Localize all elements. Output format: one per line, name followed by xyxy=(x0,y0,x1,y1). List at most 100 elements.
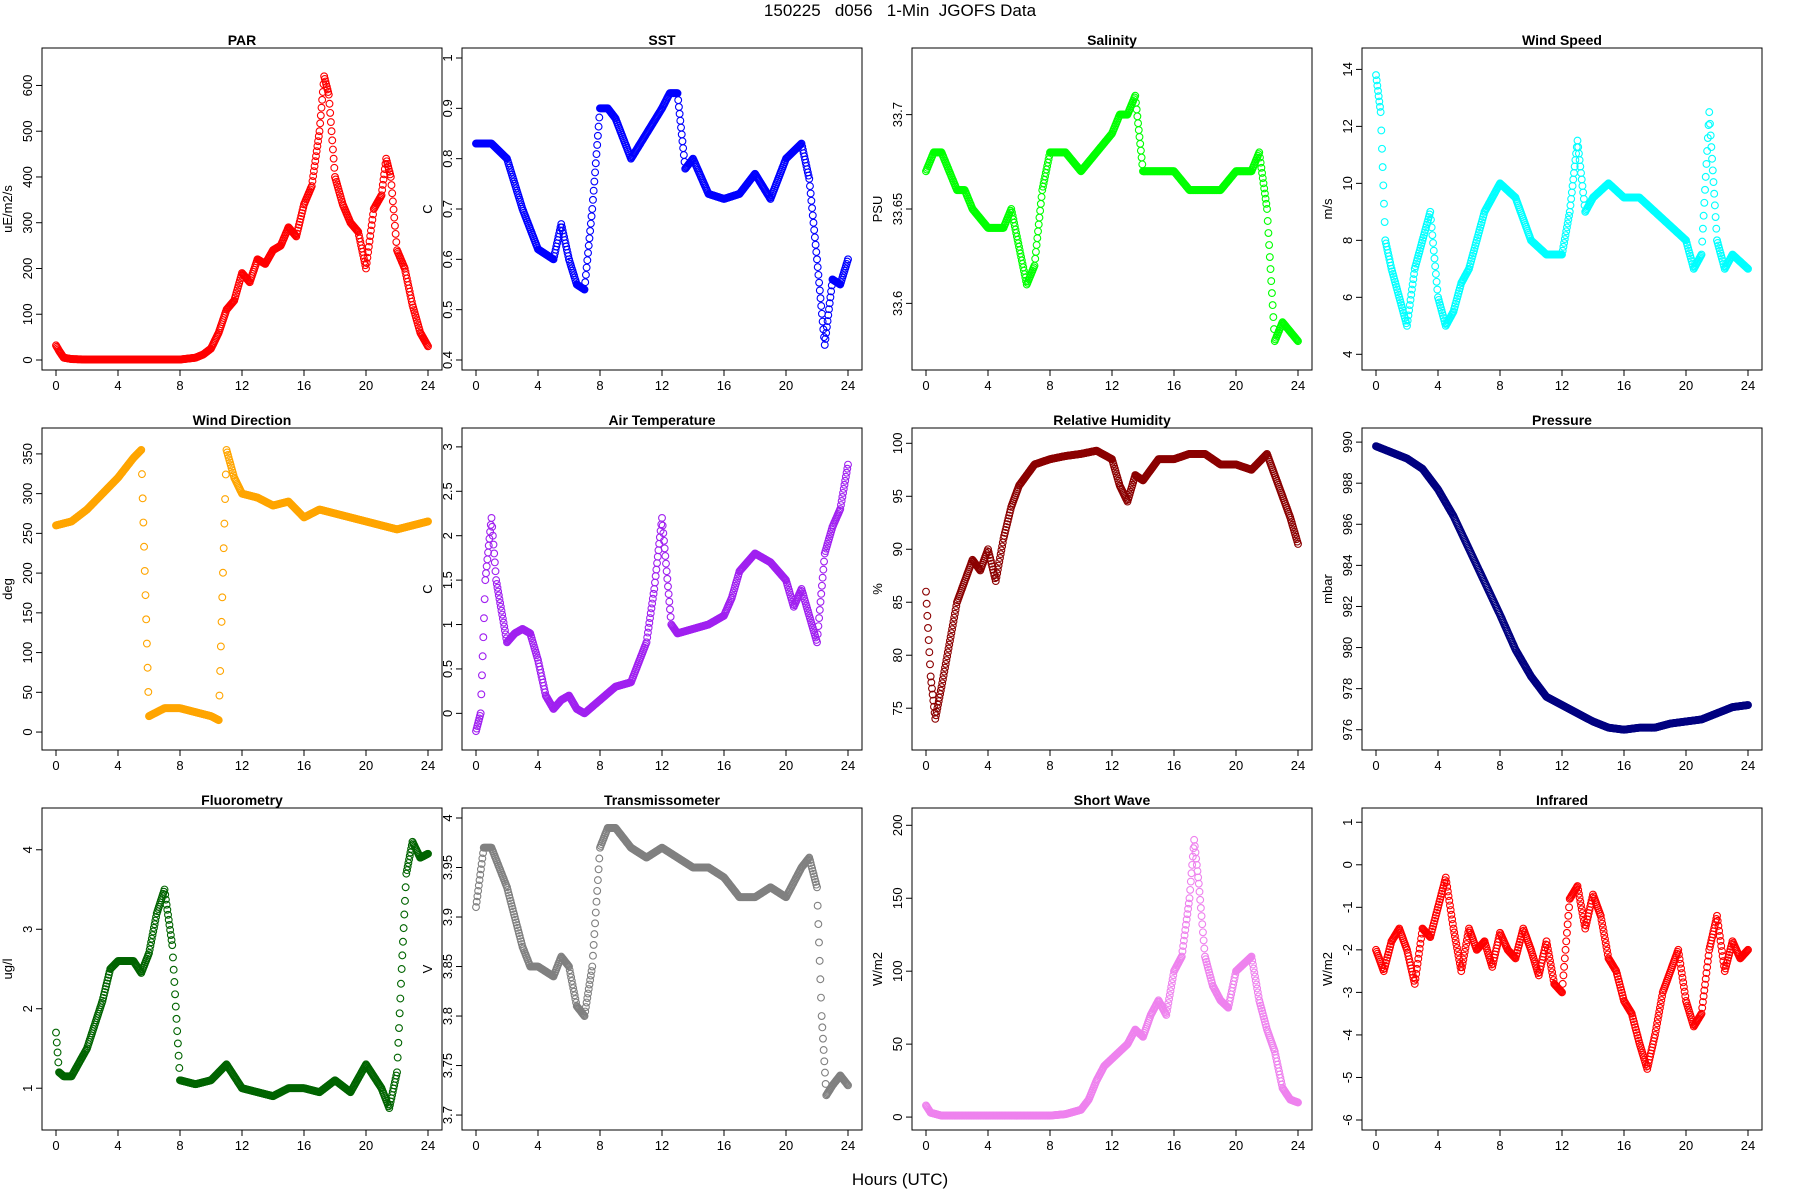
data-point xyxy=(424,342,432,351)
data-point xyxy=(329,154,338,163)
data-point xyxy=(1570,169,1578,177)
data-point xyxy=(1267,289,1276,298)
data-point xyxy=(1698,224,1707,233)
y-axis-label: m/s xyxy=(1320,198,1335,219)
data-point xyxy=(1265,253,1274,261)
x-tick-label: 8 xyxy=(176,758,183,773)
data-point xyxy=(1708,166,1717,175)
data-point xyxy=(1699,211,1708,220)
data-point xyxy=(491,567,500,576)
data-point xyxy=(591,159,600,168)
y-axis-label: mbar xyxy=(1320,574,1335,604)
data-point xyxy=(1433,285,1442,294)
data-point xyxy=(817,309,826,318)
data-point xyxy=(1036,199,1045,208)
data-point xyxy=(564,252,573,261)
data-point xyxy=(1431,262,1440,271)
data-point xyxy=(311,157,320,166)
data-point xyxy=(217,617,226,626)
data-point xyxy=(677,123,685,132)
data-point xyxy=(812,248,821,256)
data-point xyxy=(407,297,416,306)
data-point xyxy=(1408,280,1417,289)
data-point xyxy=(175,1064,184,1072)
y-tick-label: 600 xyxy=(20,75,35,97)
y-axis-label: C xyxy=(420,204,435,213)
data-point xyxy=(1700,198,1709,207)
data-point xyxy=(171,1002,180,1011)
y-tick-label: 2 xyxy=(20,1005,35,1012)
y-tick-label: 0.7 xyxy=(440,200,455,218)
data-point xyxy=(1698,237,1707,246)
data-point xyxy=(822,323,831,332)
series-points xyxy=(1372,71,1752,330)
data-point xyxy=(653,559,662,568)
data-point xyxy=(1137,153,1146,162)
data-point xyxy=(1138,160,1147,169)
data-point xyxy=(1261,194,1270,203)
y-tick-label: 1 xyxy=(440,54,455,61)
y-tick-label: 33.65 xyxy=(890,193,905,226)
y-axis-label: PSU xyxy=(870,196,885,223)
data-point xyxy=(675,109,684,118)
x-tick-label: 20 xyxy=(1229,378,1243,393)
data-point xyxy=(595,113,604,122)
data-point xyxy=(478,671,486,680)
data-point xyxy=(1376,108,1385,117)
data-point xyxy=(809,218,818,227)
data-point xyxy=(138,494,147,503)
y-tick-label: 100 xyxy=(20,642,35,664)
data-point xyxy=(1375,97,1384,106)
y-tick-label: 95 xyxy=(890,489,905,503)
data-point xyxy=(818,317,827,326)
y-tick-label: 2.5 xyxy=(440,482,455,500)
data-point xyxy=(1267,277,1276,286)
data-point xyxy=(362,264,370,273)
data-point xyxy=(1701,185,1709,194)
panel-title: Fluorometry xyxy=(201,792,283,808)
data-point xyxy=(1577,175,1586,184)
data-point xyxy=(221,470,230,479)
data-point xyxy=(171,990,180,999)
data-point xyxy=(816,597,825,606)
data-point xyxy=(169,953,177,962)
data-point xyxy=(1430,254,1439,263)
y-tick-label: 33.7 xyxy=(890,102,905,127)
data-point xyxy=(1268,301,1277,310)
y-tick-label: 90 xyxy=(890,542,905,556)
y-tick-label: 988 xyxy=(1340,472,1355,494)
y-tick-label: 984 xyxy=(1340,555,1355,577)
y-axis-label: deg xyxy=(0,578,15,600)
data-point xyxy=(326,108,335,117)
data-point xyxy=(309,167,318,176)
data-point xyxy=(1294,337,1302,346)
data-point xyxy=(826,293,835,302)
data-point xyxy=(678,137,687,146)
x-tick-label: 24 xyxy=(421,1138,435,1153)
y-tick-label: 100 xyxy=(890,432,905,454)
data-point xyxy=(926,660,934,669)
data-point xyxy=(140,566,149,575)
y-tick-label: 50 xyxy=(20,685,35,699)
data-point xyxy=(844,460,852,469)
data-point xyxy=(291,231,300,240)
x-tick-label: 12 xyxy=(235,378,249,393)
x-tick-label: 8 xyxy=(596,378,603,393)
y-axis-label: uE/m2/s xyxy=(0,185,15,233)
x-tick-label: 20 xyxy=(1679,758,1693,773)
data-point xyxy=(53,1048,62,1057)
data-point xyxy=(1566,201,1575,210)
y-tick-label: 150 xyxy=(20,602,35,624)
data-point xyxy=(585,234,594,243)
panel-title: Air Temperature xyxy=(608,412,715,428)
data-point xyxy=(676,116,685,125)
data-point xyxy=(679,151,688,159)
x-tick-label: 16 xyxy=(717,758,731,773)
y-tick-label: 85 xyxy=(890,595,905,609)
data-point xyxy=(141,591,150,600)
panel-title: Relative Humidity xyxy=(1053,412,1171,428)
y-tick-label: 250 xyxy=(20,523,35,545)
data-point xyxy=(806,189,815,198)
